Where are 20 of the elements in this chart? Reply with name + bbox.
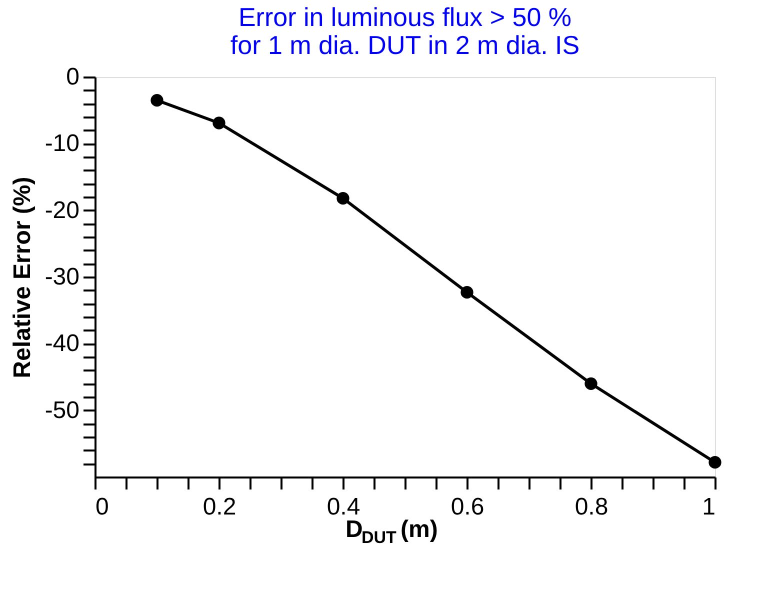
- y-tick-label: -30: [44, 264, 80, 290]
- y-axis-title: Relative Error (%): [8, 176, 36, 378]
- y-tick-label: 0: [66, 64, 80, 90]
- y-tick-label: -20: [44, 196, 80, 224]
- point: [150, 94, 164, 107]
- x-tick-label: 0: [96, 494, 109, 520]
- point: [336, 192, 350, 205]
- point: [584, 377, 598, 390]
- x-tick-label: 0.6: [450, 494, 484, 520]
- point: [212, 116, 226, 130]
- text: Error in luminous flux > 50 % for 1 m dia. DUT in 2 m dia. IS: [230, 2, 580, 60]
- point: [460, 286, 474, 299]
- x-tick-label: 0.4: [326, 494, 360, 520]
- x-tick-label: 0.8: [574, 494, 608, 520]
- y-tick-label: -10: [44, 130, 80, 158]
- y-tick-label: -50: [44, 396, 80, 424]
- x-tick-label: 1: [702, 494, 716, 520]
- x-tick-label: 0.2: [202, 494, 236, 520]
- point: [708, 456, 722, 469]
- y-tick-label: -40: [44, 330, 80, 358]
